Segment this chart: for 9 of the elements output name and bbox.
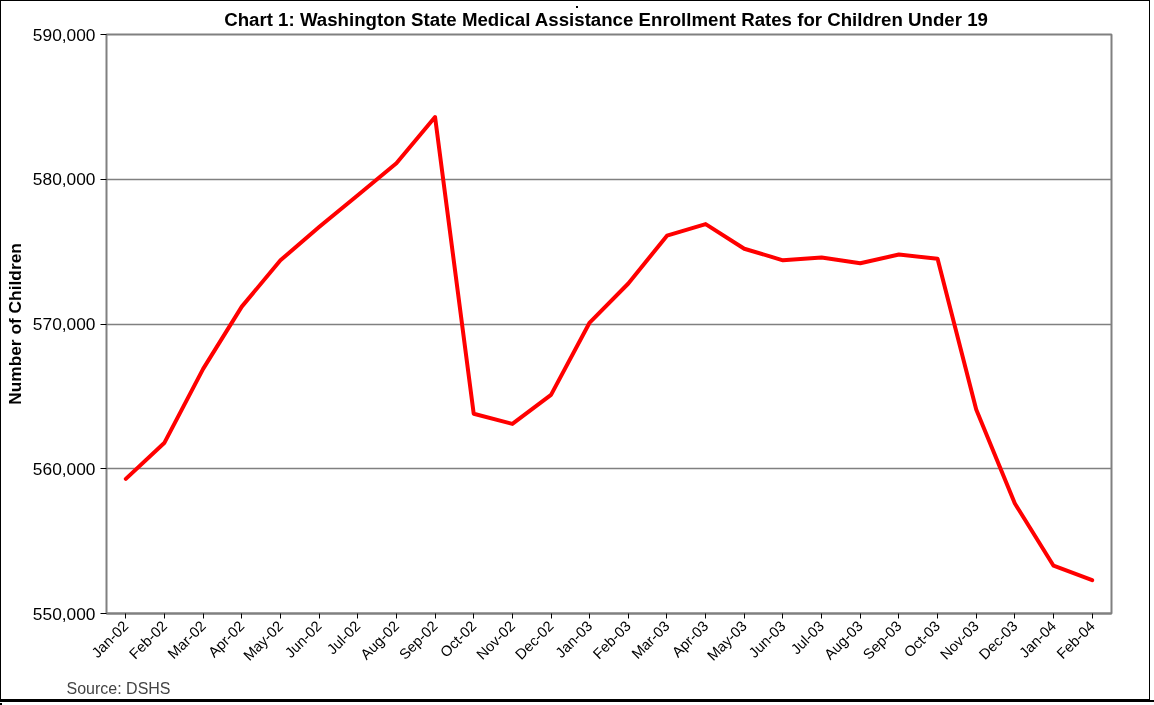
chart-title: Chart 1: Washington State Medical Assistance Enrollment Rates for Children Under 19 — [224, 8, 988, 30]
y-tick-label: 580,000 — [32, 169, 96, 190]
y-tick-label: 560,000 — [32, 458, 96, 479]
line-series — [123, 115, 1095, 583]
y-axis-title: Number of Children — [4, 243, 25, 405]
source-note: Source: DSHS — [66, 679, 171, 697]
y-tick-label: 570,000 — [32, 314, 96, 334]
y-tick-label: 590,000 — [32, 24, 96, 45]
y-tick-label: 550,000 — [32, 603, 96, 624]
